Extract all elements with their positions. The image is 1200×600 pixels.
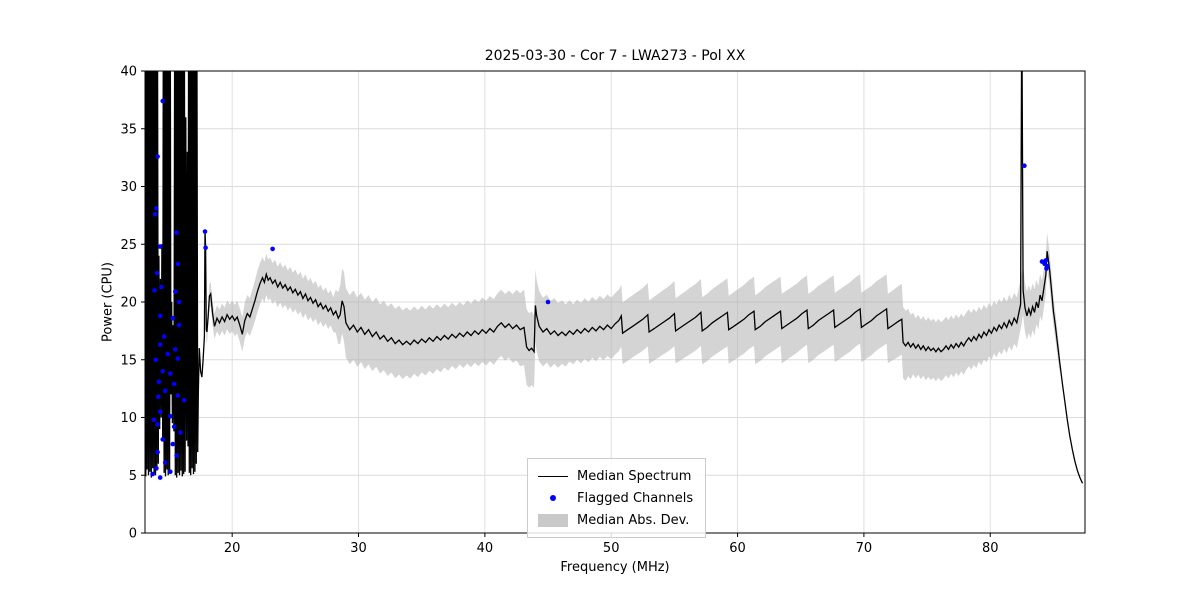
flagged-channel-dot [159, 284, 164, 290]
x-tick-label: 40 [477, 541, 494, 556]
flagged-channel-dot [168, 414, 173, 419]
flagged-channel-dot [1022, 163, 1027, 168]
legend-item-mad-band: Median Abs. Dev. [538, 509, 693, 531]
flagged-channel-dot [545, 299, 551, 305]
flagged-channel-dot [154, 206, 159, 211]
y-tick-label: 0 [129, 527, 137, 542]
flagged-channel-dot [175, 356, 181, 361]
flagged-channel-dot [203, 245, 208, 250]
x-tick-label: 80 [982, 541, 999, 556]
flagged-channel-dot [181, 397, 187, 403]
y-tick-label: 25 [120, 238, 137, 253]
flagged-channel-dot [175, 261, 181, 267]
legend-label: Flagged Channels [577, 490, 694, 506]
flagged-channels [150, 98, 1050, 480]
flagged-channel-dot [155, 449, 160, 455]
y-tick-label: 40 [120, 65, 137, 80]
x-tick-label: 70 [856, 541, 873, 556]
median-spectrum-line [145, 71, 1084, 484]
legend-label: Median Abs. Dev. [577, 512, 690, 528]
flagged-channel-dot [174, 230, 179, 235]
legend-line-swatch [538, 475, 568, 477]
flagged-channel-dot [150, 471, 155, 477]
legend-band-swatch [538, 513, 568, 527]
x-tick-label: 20 [224, 541, 241, 556]
flagged-channel-dot [168, 371, 173, 376]
flagged-channel-dot [174, 453, 179, 458]
flagged-channel-dot [160, 98, 165, 104]
flagged-channel-dot [270, 246, 275, 252]
flagged-channel-dot [176, 299, 182, 305]
flagged-channel-dot [1043, 258, 1049, 263]
flagged-channel-dot [162, 460, 168, 465]
flagged-channel-dot [156, 379, 162, 385]
flagged-channel-dot [155, 154, 160, 159]
y-tick-label: 20 [120, 296, 137, 311]
flagged-channel-dot [160, 437, 165, 442]
legend: Median Spectrum Flagged Channels Median … [527, 458, 707, 538]
flagged-channel-dot [171, 381, 177, 387]
y-tick-label: 5 [129, 469, 137, 484]
flagged-channel-dot [173, 347, 178, 352]
flagged-channel-dot [154, 466, 159, 471]
flagged-channel-dot [175, 393, 181, 398]
flagged-channel-dot [1044, 263, 1050, 269]
flagged-channel-dot [162, 388, 168, 394]
flagged-channel-dot [152, 288, 157, 293]
flagged-channel-dot [170, 441, 176, 447]
x-axis-label: Frequency (MHz) [560, 560, 670, 575]
flagged-channel-dot [157, 244, 163, 249]
flagged-channel-dot [157, 313, 163, 319]
flagged-channel-dot [171, 424, 177, 430]
mad-band [206, 232, 1060, 388]
flagged-channel-dot [155, 422, 160, 427]
y-tick-label: 35 [120, 122, 137, 137]
flagged-channel-dot [168, 469, 173, 475]
y-tick-label: 10 [120, 411, 137, 426]
flagged-channel-dot [202, 229, 208, 234]
x-tick-label: 50 [603, 541, 620, 556]
flagged-channel-dot [160, 369, 165, 374]
y-tick-label: 15 [120, 353, 137, 368]
flagged-channel-dot [157, 409, 163, 415]
flagged-channel-dot [161, 334, 167, 339]
flagged-channel-dot [173, 289, 178, 294]
x-tick-label: 60 [729, 541, 746, 556]
flagged-channel-dot [176, 322, 182, 328]
legend-item-median-spectrum: Median Spectrum [538, 465, 693, 487]
flagged-channel-dot [151, 417, 157, 423]
chart-title: 2025-03-30 - Cor 7 - LWA273 - Pol XX [484, 48, 746, 64]
flagged-channel-dot [153, 357, 158, 363]
legend-label: Median Spectrum [577, 468, 692, 484]
legend-item-flagged-channels: Flagged Channels [538, 487, 693, 509]
x-tick-label: 30 [350, 541, 367, 556]
flagged-channel-dot [178, 430, 183, 435]
flagged-channel-dot [170, 315, 176, 321]
flagged-channel-dot [165, 351, 170, 357]
flagged-channel-dot [157, 342, 163, 348]
tick-marks [141, 70, 991, 537]
flagged-channel-dot [152, 211, 158, 217]
legend-dot-swatch [538, 495, 568, 501]
y-tick-label: 30 [120, 180, 137, 195]
flagged-channel-dot [154, 270, 160, 276]
y-axis-label: Power (CPU) [100, 261, 116, 343]
flagged-channel-dot [157, 475, 163, 480]
flagged-channel-dot [156, 394, 161, 400]
